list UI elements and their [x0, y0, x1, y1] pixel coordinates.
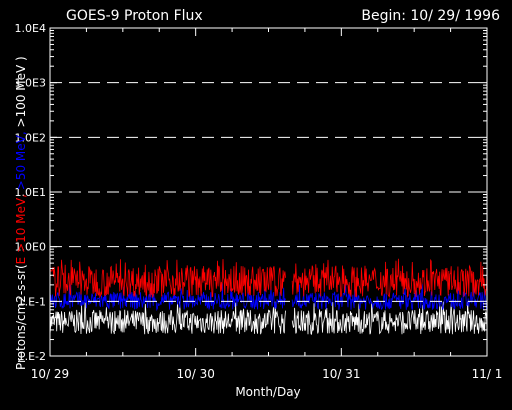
y-tick-label: 1.E-2 [18, 350, 46, 363]
x-tick-label: 10/ 29 [31, 367, 69, 381]
y-tick-label: 1.0E1 [15, 186, 46, 199]
series-line [49, 301, 488, 335]
x-tick-label: 10/ 31 [322, 367, 360, 381]
y-axis-label-part: >100 MeV ) [14, 56, 28, 127]
y-tick-label: 1.0E3 [15, 77, 46, 90]
begin-label: Begin: 10/ 29/ 1996 [361, 8, 500, 24]
y-tick-label: 1.0E4 [15, 22, 46, 35]
y-tick-label: 1.0E2 [15, 131, 46, 144]
y-axis-label-part: E >10 MeV, [14, 190, 28, 264]
x-tick-label: 11/ 1 [472, 367, 503, 381]
y-axis-label-part: >50 MeV, [14, 127, 28, 190]
grid-layer [50, 82, 487, 302]
y-tick-labels: 1.E-2 1.E-1 1.0E0 1.0E1 1.0E2 1.0E3 1.0E4 [15, 22, 46, 363]
y-axis-label: Protons/cm2-s-sr(E >10 MeV, >50 MeV, >10… [14, 56, 28, 370]
y-axis-label-part: Protons/cm2-s-sr( [14, 264, 28, 370]
x-axis-label: Month/Day [235, 385, 300, 399]
chart-title: GOES-9 Proton Flux [66, 8, 203, 24]
y-tick-label: 1.E-1 [18, 295, 46, 308]
series-line [49, 258, 488, 299]
y-tick-label: 1.0E0 [15, 241, 46, 254]
x-tick-label: 10/ 30 [176, 367, 214, 381]
x-tick-labels: 10/ 29 10/ 30 10/ 31 11/ 1 [31, 367, 503, 381]
tick-layer [49, 27, 488, 357]
